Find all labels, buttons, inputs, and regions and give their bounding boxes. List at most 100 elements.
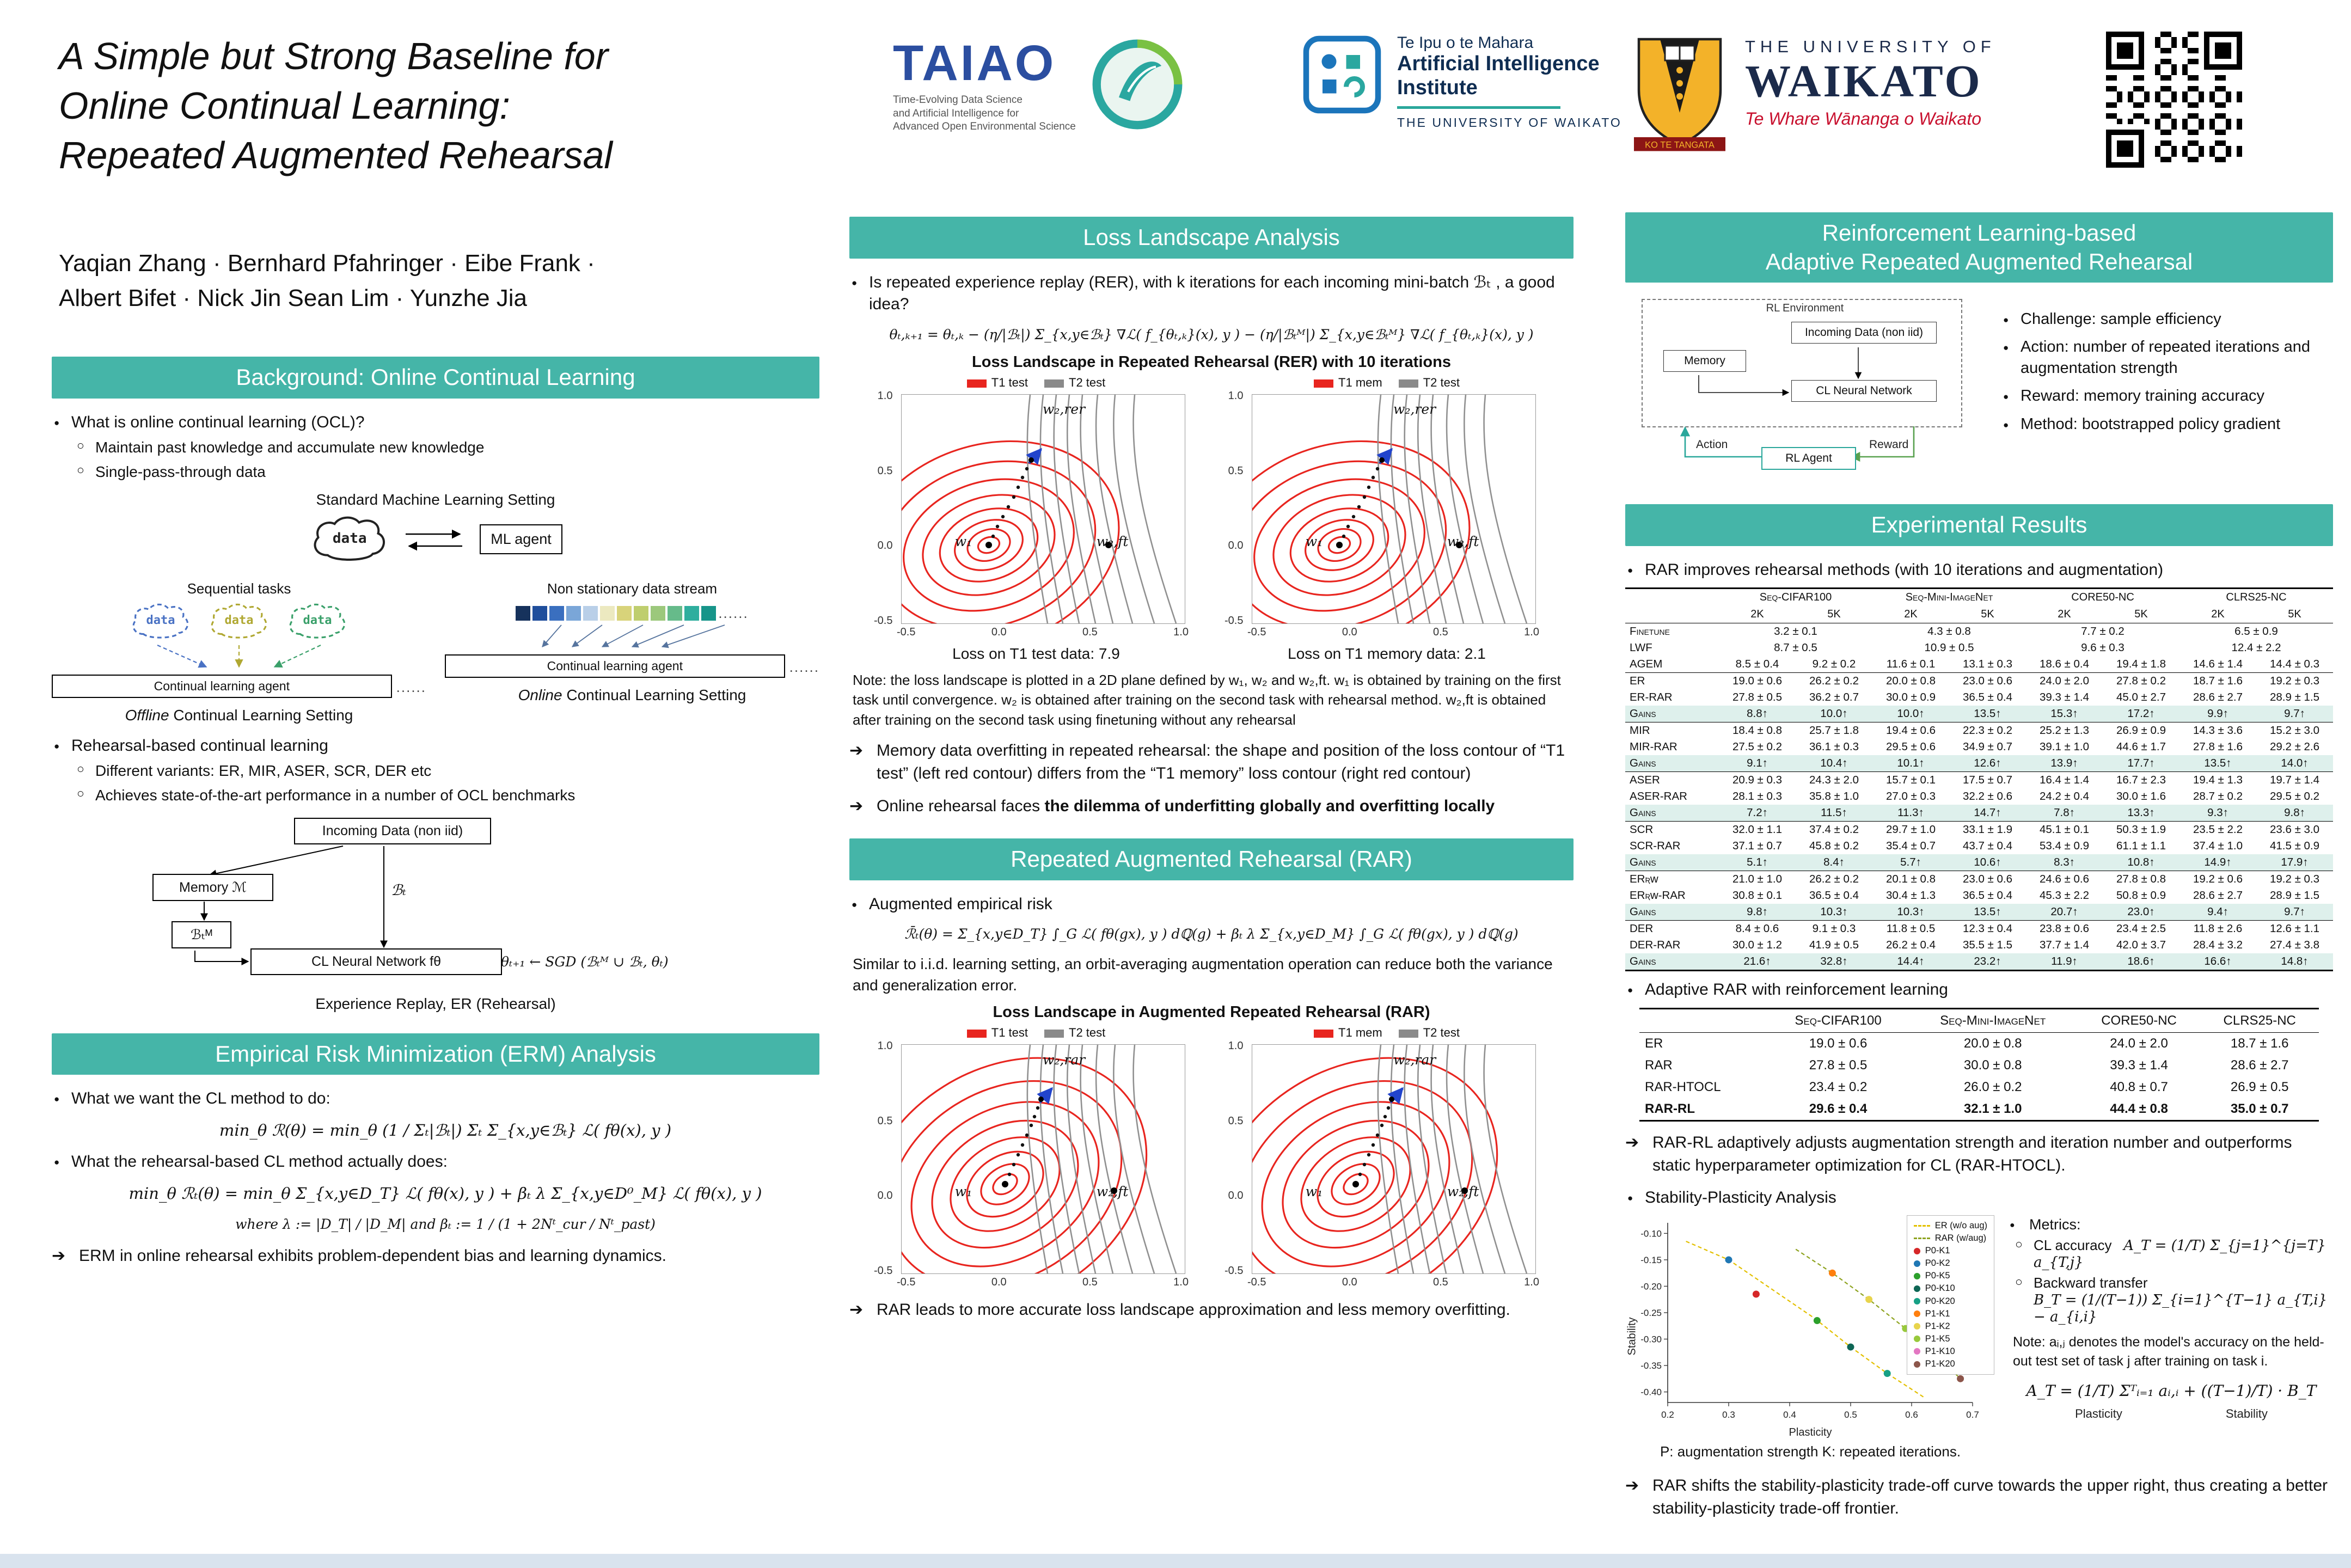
- stream-square: [701, 605, 717, 621]
- value-cell: 19.2 ± 0.3: [2256, 871, 2333, 887]
- legend-item: P1-K5: [1913, 1333, 1987, 1345]
- legend-item: P0-K2: [1913, 1257, 1987, 1270]
- value-cell: 34.9 ± 0.7: [1962, 740, 2012, 753]
- rl-memory-box: Memory: [1663, 350, 1746, 372]
- w1-label: w₁: [1305, 533, 1323, 549]
- task-arrows-icon: [157, 644, 321, 668]
- rer-plots-title: Loss Landscape in Repeated Rehearsal (RE…: [972, 353, 1451, 371]
- value-cell: 14.3 ± 3.6: [2179, 722, 2256, 739]
- plasticity-xlabel: Plasticity: [1789, 1426, 1832, 1438]
- sgd-update-formula: θₜ₊₁ ← SGD (ℬₜᴹ ∪ ℬₜ, θₜ): [501, 953, 669, 970]
- tick-label: -0.5: [897, 626, 916, 638]
- scatter-point: [1725, 1256, 1732, 1264]
- value-cell: 7.2↑: [1747, 806, 1768, 819]
- tick-label: -0.5: [1225, 614, 1244, 627]
- value-cell: 29.5 ± 0.6: [1885, 740, 1936, 753]
- value-cell: 36.1 ± 0.3: [1809, 740, 1859, 753]
- rl-network-box: CL Neural Network: [1791, 380, 1937, 402]
- value-cell: 10.8↑: [2127, 856, 2155, 868]
- plot-xticks: -0.5 0.0 0.5 1.0: [897, 626, 1189, 639]
- contour-plot-svg: [901, 1044, 1185, 1275]
- value-cell: 33.1 ± 1.9: [1949, 821, 2026, 838]
- memory-batch-box: ℬₜᴹ: [172, 921, 231, 948]
- value-cell: 30.0 ± 0.9: [1885, 691, 1936, 703]
- value-cell: 9.1↑: [1747, 757, 1768, 769]
- rar-bullets: Augmented empirical risk: [849, 893, 1574, 916]
- tick-label: 1.0: [1524, 1276, 1539, 1289]
- dataset-header: Seq-Mini-ImageNet: [1940, 1013, 2046, 1028]
- legend-item: P1-K1: [1913, 1308, 1987, 1320]
- value-cell: 32.0 ± 1.1: [1718, 821, 1796, 838]
- memory-box: Memory ℳ: [152, 873, 273, 901]
- tick-label: 0.0: [1342, 626, 1357, 638]
- value-cell: 13.9↑: [2050, 757, 2078, 769]
- scatter-point: [1828, 1269, 1836, 1277]
- bullet-item: Challenge: sample efficiency: [2003, 309, 2333, 330]
- poster-title: A Simple but Strong Baseline for Online …: [59, 32, 875, 180]
- value-cell: 36.5 ± 0.4: [1962, 691, 2012, 703]
- table-row: Finetune 3.2 ± 0.1 4.3 ± 0.8 7.7 ± 0.2 6.5 ±…: [1625, 623, 2333, 640]
- waikato-crest-icon: KO TE TANGATA: [1634, 38, 1725, 151]
- value-cell: 22.3 ± 0.2: [1949, 722, 2026, 739]
- value-cell: 24.6 ± 0.6: [2025, 871, 2103, 887]
- value-cell: 18.6↑: [2127, 955, 2155, 967]
- value-cell: 28.9 ± 1.5: [2269, 889, 2320, 902]
- value-cell: 18.7 ± 1.6: [2230, 1036, 2289, 1051]
- legend-item: P0-K1: [1913, 1245, 1987, 1257]
- value-cell: 19.0 ± 0.6: [1809, 1036, 1868, 1051]
- rer-update-formula: θₜ,ₖ₊₁ = θₜ,ₖ − (η/|ℬₜ|) Σ_{x,y∈ℬₜ} ∇ℒ( …: [889, 326, 1534, 342]
- method-cell: ERʀᴡ-RAR: [1630, 889, 1686, 902]
- plot-caption: Loss on T1 test data: 7.9: [952, 645, 1120, 662]
- value-cell: 27.4 ± 3.8: [2269, 939, 2320, 951]
- dataset-header: Seq-CIFAR100: [1759, 591, 1832, 603]
- value-cell: 19.4 ± 1.3: [2179, 771, 2256, 788]
- table-row: ERʀᴡ-RAR 30.8 ± 0.1 36.5 ± 0.4 30.4 ± 1.3 36…: [1625, 887, 2333, 904]
- title-line: Repeated Augmented Rehearsal: [59, 134, 613, 176]
- contour-plot-svg: [901, 394, 1185, 624]
- loss-landscape-plot: T1 test T2 test w₂,rer w₁ w₂,ft 1.0 0.5 0.…: [873, 376, 1199, 663]
- value-cell: 16.7 ± 2.3: [2102, 771, 2179, 788]
- tick-label: 0.0: [991, 626, 1007, 638]
- tick-label: -0.5: [874, 614, 893, 627]
- value-cell: 50.8 ± 0.9: [2116, 889, 2166, 902]
- dataset-header: CORE50-NC: [2101, 1013, 2177, 1028]
- metric-backward-transfer: Backward transfer B_T = (1/(T−1)) Σ_{i=1…: [2015, 1275, 2333, 1325]
- stability-plot-caption: P: augmentation strength K: repeated ite…: [1660, 1443, 1961, 1460]
- value-cell: 29.7 ± 1.0: [1872, 821, 1949, 838]
- value-cell: 18.7 ± 1.6: [2179, 672, 2256, 689]
- value-cell: 29.2 ± 2.6: [2269, 740, 2320, 753]
- value-cell: 24.0 ± 2.0: [2025, 672, 2103, 689]
- value-cell: 14.4 ± 0.3: [2269, 658, 2320, 670]
- offline-setting: Sequential tasks data data data: [52, 576, 426, 728]
- value-cell: 4.3 ± 0.8: [1927, 625, 1971, 638]
- value-cell: 27.8 ± 0.8: [2102, 871, 2179, 887]
- taiao-circle-icon: [1092, 39, 1183, 130]
- section-header-background: Background: Online Continual Learning: [52, 357, 819, 399]
- value-cell: 17.5 ± 0.7: [1949, 771, 2026, 788]
- method-cell: RAR-RL: [1645, 1101, 1695, 1116]
- value-cell: 19.7 ± 1.4: [2256, 771, 2333, 788]
- method-cell: ER: [1645, 1036, 1663, 1051]
- takeaway-rar-rl: RAR-RL adaptively adjusts augmentation s…: [1625, 1131, 2333, 1177]
- value-cell: 26.9 ± 0.9: [2102, 722, 2179, 739]
- tick-label: 1.0: [1524, 626, 1539, 638]
- value-cell: 7.8↑: [2054, 806, 2075, 819]
- bullet-text: What is online continual learning (OCL)?: [71, 413, 365, 431]
- value-cell: 40.8 ± 0.7: [2110, 1079, 2168, 1094]
- standard-ml-diagram: Standard Machine Learning Setting data M…: [52, 491, 819, 565]
- value-cell: 24.3 ± 2.0: [1795, 771, 1872, 788]
- tick-label: 0.0: [1228, 1190, 1244, 1202]
- value-cell: 37.1 ± 0.7: [1732, 840, 1782, 852]
- table-row: LWF 8.7 ± 0.5 10.9 ± 0.5 9.6 ± 0.3 12.4 ± 2.…: [1625, 640, 2333, 656]
- value-cell: 45.1 ± 0.1: [2025, 821, 2103, 838]
- value-cell: 14.7↑: [1974, 806, 2001, 819]
- value-cell: 41.5 ± 0.9: [2269, 840, 2320, 852]
- value-cell: 28.6 ± 2.7: [2230, 1057, 2289, 1073]
- t2-legend-chip: [1398, 379, 1418, 388]
- value-cell: 14.4↑: [1897, 955, 1925, 967]
- value-cell: 36.5 ± 0.4: [1962, 889, 2012, 902]
- value-cell: 44.6 ± 1.7: [2116, 740, 2166, 753]
- method-cell: Gains: [1630, 905, 1656, 918]
- stability-legend: ER (w/o aug) RAR (w/aug) P0-K1 P0-K2 P0-K5 P0…: [1906, 1215, 1994, 1375]
- bullet-item: Stability-Plasticity Analysis: [1627, 1187, 2333, 1209]
